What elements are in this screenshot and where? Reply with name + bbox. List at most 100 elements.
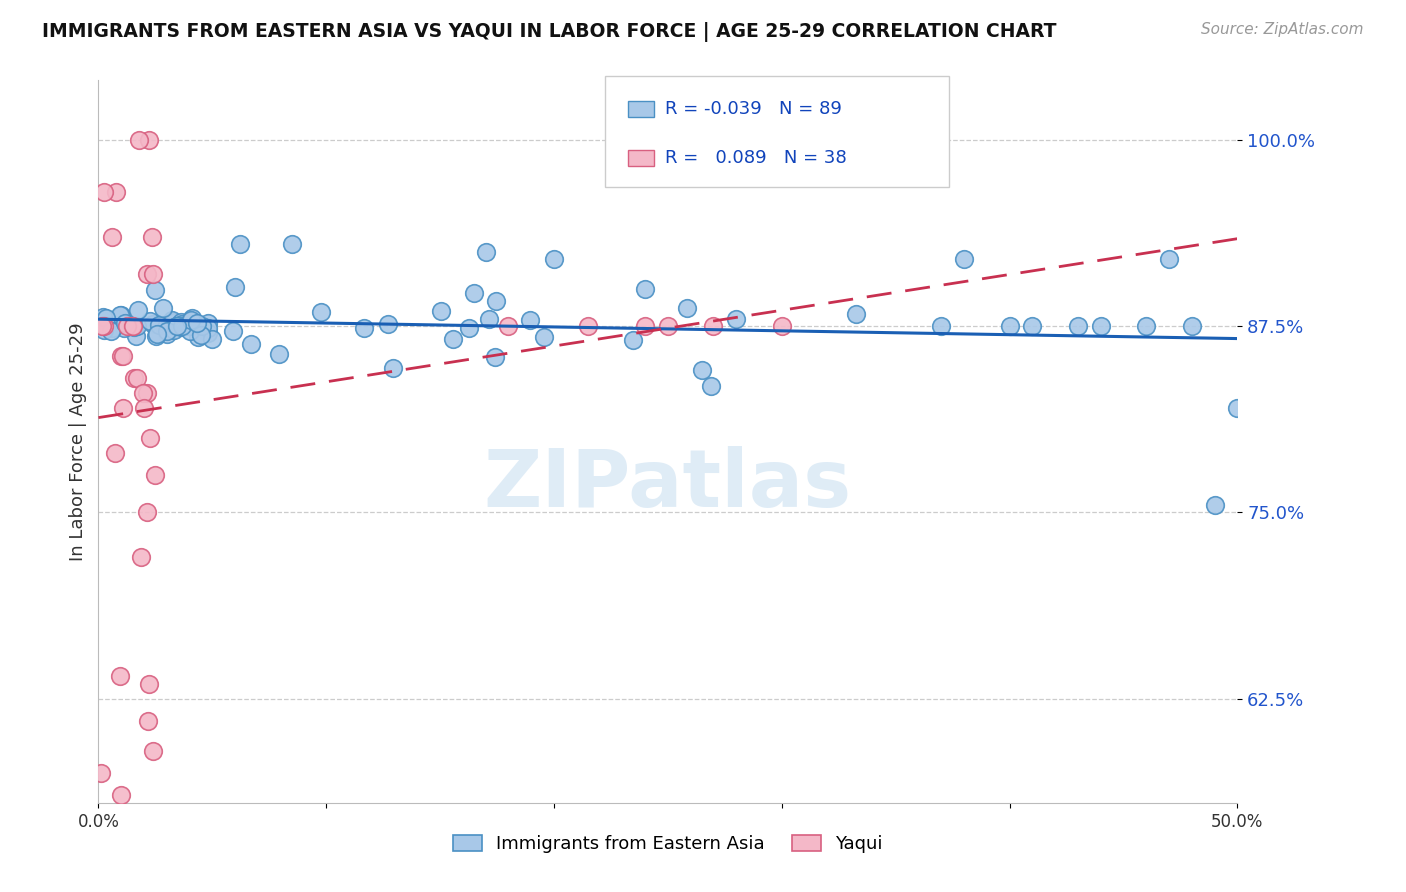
Point (136, 505, 159, 519)
Point (93, 319, 115, 334)
Point (122, 371, 145, 385)
Point (197, 316, 219, 330)
Point (121, 319, 143, 334)
Point (110, 308, 132, 322)
Point (143, 468, 166, 483)
Point (441, 333, 464, 347)
Point (177, 318, 200, 333)
Point (112, 321, 135, 335)
Point (702, 319, 724, 334)
Point (484, 351, 506, 365)
Point (156, 324, 179, 338)
Point (170, 320, 193, 334)
Point (162, 313, 184, 327)
Point (474, 244, 496, 259)
Point (165, 319, 187, 334)
Point (1021, 319, 1043, 334)
Point (170, 315, 193, 329)
Point (145, 326, 167, 341)
Point (136, 267, 159, 281)
Point (1067, 319, 1090, 334)
Point (1157, 252, 1180, 266)
Point (621, 333, 644, 347)
Point (111, 401, 134, 415)
Point (153, 318, 176, 333)
Point (163, 314, 186, 328)
Point (190, 319, 212, 334)
Point (770, 319, 793, 334)
Point (90, 766, 112, 780)
Point (193, 320, 215, 334)
Point (100, 229, 122, 244)
Point (173, 319, 195, 334)
Point (478, 312, 501, 326)
Point (108, 669, 131, 683)
Point (148, 318, 170, 332)
Point (125, 329, 148, 343)
Point (657, 319, 679, 334)
Point (576, 319, 599, 334)
Point (221, 324, 243, 338)
Point (121, 319, 143, 334)
Point (156, 326, 179, 341)
Point (267, 346, 290, 360)
Point (197, 326, 219, 341)
Point (163, 315, 186, 329)
Point (998, 319, 1021, 334)
Point (181, 311, 204, 326)
Point (135, 386, 157, 401)
Point (634, 319, 657, 334)
Point (142, 267, 165, 281)
Point (463, 286, 485, 301)
Text: R =   0.089   N = 38: R = 0.089 N = 38 (665, 149, 846, 167)
Text: R = -0.039   N = 89: R = -0.039 N = 89 (665, 100, 842, 118)
Point (127, 302, 149, 317)
Text: ZIPatlas: ZIPatlas (484, 446, 852, 524)
Point (114, 316, 136, 330)
Point (110, 349, 132, 363)
Point (90, 319, 112, 334)
Point (142, 317, 165, 331)
Point (112, 349, 135, 363)
Point (485, 294, 508, 309)
Point (634, 282, 657, 296)
Point (128, 133, 150, 147)
Point (122, 320, 145, 334)
Point (93, 323, 115, 337)
Point (108, 308, 131, 322)
Point (138, 133, 160, 147)
Point (145, 329, 167, 343)
Point (498, 319, 520, 334)
Point (134, 401, 156, 415)
Point (224, 280, 246, 294)
Y-axis label: In Labor Force | Age 25-29: In Labor Force | Age 25-29 (69, 322, 87, 561)
Point (138, 676, 160, 690)
Point (228, 237, 250, 252)
Point (675, 301, 697, 315)
Text: IMMIGRANTS FROM EASTERN ASIA VS YAQUI IN LABOR FORCE | AGE 25-29 CORRELATION CHA: IMMIGRANTS FROM EASTERN ASIA VS YAQUI IN… (42, 22, 1057, 42)
Point (180, 315, 202, 329)
Point (1204, 498, 1226, 512)
Point (533, 330, 555, 344)
Point (170, 319, 193, 334)
Legend: Immigrants from Eastern Asia, Yaqui: Immigrants from Eastern Asia, Yaqui (444, 826, 891, 863)
Point (127, 371, 149, 385)
Point (201, 332, 224, 346)
Point (953, 252, 976, 266)
Point (519, 313, 541, 327)
Point (136, 714, 159, 728)
Point (166, 318, 188, 333)
Point (180, 312, 202, 326)
Point (142, 744, 165, 758)
Point (104, 185, 127, 199)
Point (96, 310, 118, 325)
Point (90, 313, 112, 327)
Point (690, 363, 713, 377)
Point (1090, 319, 1112, 334)
Point (382, 361, 405, 376)
Point (281, 237, 304, 252)
Text: Source: ZipAtlas.com: Source: ZipAtlas.com (1201, 22, 1364, 37)
Point (141, 229, 163, 244)
Point (458, 321, 481, 335)
Point (1135, 319, 1157, 334)
